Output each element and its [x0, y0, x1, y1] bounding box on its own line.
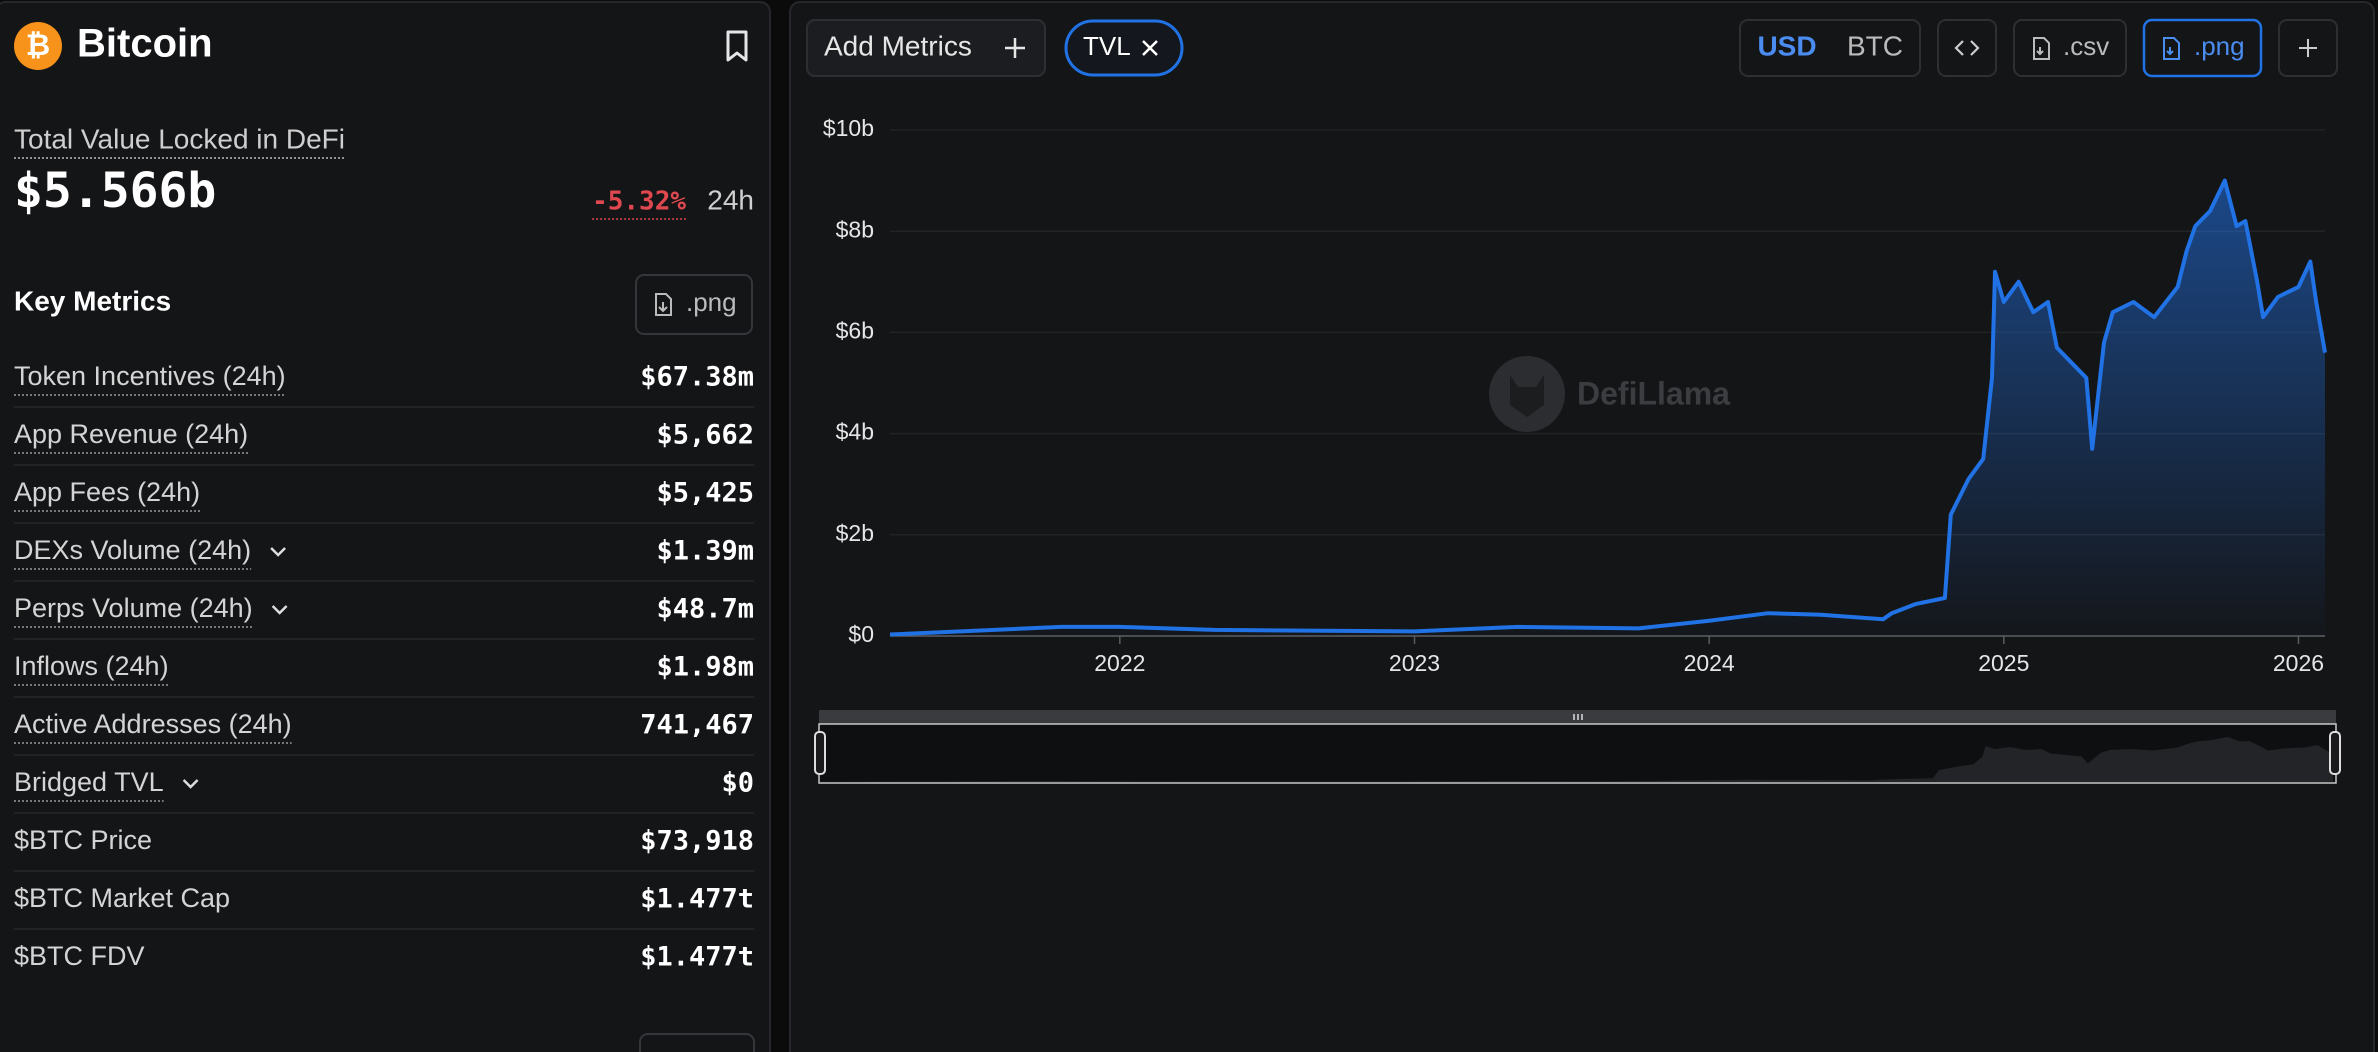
y-tick-label: $2b	[836, 520, 874, 546]
slider-handle-left[interactable]	[814, 731, 826, 775]
bookmark-button[interactable]	[726, 30, 748, 62]
y-tick-label: $10b	[823, 115, 874, 141]
metric-label[interactable]: Perps Volume (24h)	[14, 593, 253, 623]
currency-option[interactable]: USD	[1757, 30, 1816, 61]
metric-value: $1.39m	[656, 536, 754, 567]
metric-value: $73,918	[640, 826, 754, 857]
chart-png-label: .png	[2194, 31, 2245, 61]
tvl-value: $5.566b	[14, 163, 216, 219]
metric-label[interactable]: DEXs Volume (24h)	[14, 535, 251, 565]
metric-value: $1.98m	[656, 652, 754, 683]
y-tick-label: $4b	[836, 419, 874, 445]
embed-button[interactable]	[1937, 19, 1997, 77]
add-metrics-label: Add Metrics	[824, 30, 972, 61]
chart-panel	[789, 1, 2375, 1052]
tvl-label[interactable]: Total Value Locked in DeFi	[14, 123, 345, 154]
more-icon	[2299, 39, 2317, 57]
png-icon	[2163, 37, 2180, 60]
metric-value: $5,662	[656, 420, 754, 451]
tvl-period: 24h	[707, 184, 754, 215]
metric-label[interactable]: Bridged TVL	[14, 767, 164, 797]
y-tick-label: $6b	[836, 317, 874, 343]
x-tick-label: 2022	[1094, 650, 1145, 676]
currency-options: USD BTC	[1757, 30, 1903, 61]
coin-symbol: ₿	[26, 29, 50, 62]
metric-value: $0	[721, 768, 754, 799]
expand-chevron[interactable]	[182, 779, 199, 789]
expand-chevron[interactable]	[271, 605, 288, 615]
watermark-logo-mark	[1510, 375, 1544, 417]
chart-png-button[interactable]	[2142, 18, 2263, 78]
x-tick-label: 2023	[1389, 650, 1440, 676]
y-tick-label: $8b	[836, 216, 874, 242]
slider-preview	[822, 737, 2333, 782]
x-tick-label: 2024	[1684, 650, 1735, 676]
coin-icon	[14, 22, 62, 70]
metric-value: $67.38m	[640, 362, 754, 393]
metric-label[interactable]: Inflows (24h)	[14, 651, 169, 681]
metric-tag[interactable]	[1064, 19, 1184, 77]
plus-icon	[1005, 38, 1025, 58]
metric-value: $48.7m	[656, 594, 754, 625]
slider-handle-right[interactable]	[2329, 731, 2341, 775]
metric-label: $BTC Market Cap	[14, 883, 230, 913]
metric-value: $1.477t	[640, 942, 754, 973]
slider-grip	[1573, 714, 1583, 720]
currency-option[interactable]: BTC	[1847, 30, 1903, 61]
expand-chevron[interactable]	[270, 547, 286, 557]
metric-value: $5,425	[656, 478, 754, 509]
tvl-change: -5.32%	[592, 187, 686, 217]
y-tick-label: $0	[848, 621, 874, 647]
metric-tag-label: TVL	[1083, 31, 1131, 61]
metric-label: $BTC Price	[14, 825, 152, 855]
csv-icon	[2033, 37, 2050, 60]
series-line	[889, 178, 2327, 637]
metric-label[interactable]: App Fees (24h)	[14, 477, 200, 507]
area-fill	[822, 737, 2333, 782]
area-fill	[890, 180, 2325, 636]
x-tick-label: 2026	[2273, 650, 2324, 676]
metric-label[interactable]: Active Addresses (24h)	[14, 709, 292, 739]
page-title: Bitcoin	[77, 22, 213, 66]
add-metrics-button[interactable]	[806, 19, 1046, 77]
download-icon	[655, 293, 672, 316]
metric-rows: Token Incentives (24h) $67.38m App Revenue…	[14, 361, 754, 973]
metric-value: 741,467	[640, 710, 754, 741]
currency-toggle	[1739, 19, 1921, 77]
remove-tag-icon[interactable]	[1142, 40, 1158, 56]
partial-button[interactable]	[639, 1033, 755, 1052]
metric-label[interactable]: Token Incentives (24h)	[14, 361, 286, 391]
csv-button[interactable]	[2013, 19, 2127, 77]
metric-label[interactable]: App Revenue (24h)	[14, 419, 248, 449]
more-button[interactable]	[2278, 19, 2338, 77]
sidebar-panel	[0, 1, 771, 1052]
metric-value: $1.477t	[640, 884, 754, 915]
watermark: DefiLlama	[1577, 375, 1730, 411]
section-title: Key Metrics	[14, 285, 171, 316]
embed-icon	[1954, 40, 1980, 56]
csv-button-label: .csv	[2063, 31, 2109, 61]
chart: $0 $2b $4b $6b $8b $10b 2022 2023 2024 2025 2026	[823, 115, 2327, 676]
png-button-label: .png	[686, 287, 737, 317]
metric-label: $BTC FDV	[14, 941, 145, 971]
x-tick-label: 2025	[1978, 650, 2029, 676]
png-button[interactable]	[635, 274, 753, 335]
